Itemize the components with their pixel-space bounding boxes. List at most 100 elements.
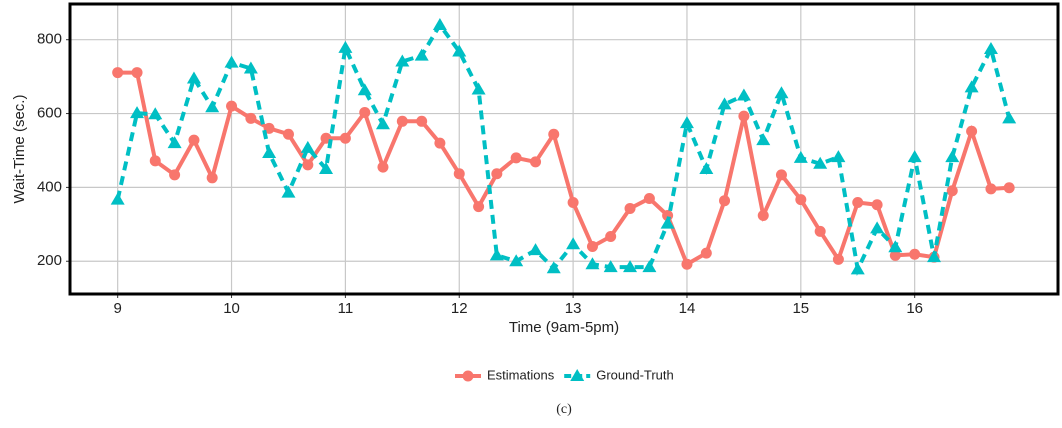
marker	[586, 240, 598, 252]
marker	[757, 209, 769, 221]
marker	[717, 97, 732, 110]
marker	[660, 216, 675, 229]
marker	[681, 258, 693, 270]
marker	[889, 249, 901, 261]
marker	[567, 197, 579, 209]
marker	[224, 55, 239, 68]
marker	[375, 117, 390, 130]
marker	[1002, 111, 1017, 124]
marker	[570, 369, 585, 381]
marker	[509, 254, 524, 267]
marker	[719, 195, 731, 207]
marker	[148, 107, 163, 120]
marker	[642, 260, 657, 273]
marker	[206, 172, 218, 184]
marker	[643, 192, 655, 204]
marker	[302, 159, 314, 171]
marker	[699, 161, 714, 174]
marker	[756, 133, 771, 146]
marker	[205, 100, 220, 113]
marker	[243, 61, 258, 74]
marker	[946, 185, 958, 197]
marker	[491, 168, 503, 180]
marker	[282, 128, 294, 140]
y-axis-label: Wait-Time (sec.)	[11, 95, 28, 204]
marker	[130, 106, 145, 119]
marker	[624, 202, 636, 214]
marker	[416, 115, 428, 127]
marker	[188, 134, 200, 146]
marker	[832, 253, 844, 265]
y-tick-label: 400	[37, 178, 62, 195]
marker	[795, 194, 807, 206]
marker	[167, 136, 182, 149]
marker	[462, 370, 474, 382]
marker	[432, 17, 447, 30]
marker	[813, 156, 828, 169]
x-tick-label: 10	[223, 300, 240, 317]
marker	[169, 169, 181, 181]
marker	[1003, 182, 1015, 194]
x-tick-label: 15	[792, 300, 809, 317]
marker	[852, 197, 864, 209]
marker	[814, 225, 826, 237]
marker	[226, 100, 238, 112]
y-tick-label: 600	[37, 105, 62, 122]
x-tick-label: 12	[451, 300, 468, 317]
marker	[966, 125, 978, 137]
marker	[585, 257, 600, 270]
marker	[736, 88, 751, 101]
x-tick-label: 11	[338, 300, 354, 317]
marker	[605, 231, 617, 243]
plot-border	[68, 2, 1060, 296]
marker	[510, 152, 522, 164]
x-tick-label: 13	[565, 300, 582, 317]
marker	[300, 140, 315, 153]
marker	[793, 150, 808, 163]
marker	[359, 106, 371, 118]
marker	[870, 221, 885, 234]
marker	[700, 247, 712, 259]
marker	[338, 40, 353, 53]
marker	[434, 137, 446, 149]
marker	[679, 116, 694, 129]
marker	[909, 248, 921, 260]
marker	[927, 250, 942, 263]
marker	[871, 199, 883, 211]
marker	[774, 86, 789, 99]
marker	[775, 169, 787, 181]
marker	[473, 201, 485, 213]
marker	[110, 192, 125, 205]
x-tick-label: 14	[679, 300, 696, 317]
y-tick-label: 800	[37, 31, 62, 48]
marker	[357, 83, 372, 96]
marker	[945, 150, 960, 163]
marker	[262, 146, 277, 159]
legend: Estimations Ground-Truth	[455, 367, 674, 382]
marker	[850, 262, 865, 275]
marker	[964, 80, 979, 93]
legend-label: Estimations	[487, 367, 555, 382]
marker	[245, 112, 257, 124]
x-axis-label: Time (9am-5pm)	[509, 319, 619, 336]
marker	[489, 248, 504, 261]
legend-label: Ground-Truth	[596, 367, 674, 382]
marker	[566, 237, 581, 250]
marker	[452, 44, 467, 57]
marker	[377, 161, 389, 173]
marker	[603, 260, 618, 273]
marker	[453, 168, 465, 180]
marker	[186, 71, 201, 84]
caption: (c)	[556, 402, 572, 417]
marker	[831, 150, 846, 163]
marker	[339, 132, 351, 144]
marker	[546, 261, 561, 274]
marker	[396, 115, 408, 127]
marker	[530, 156, 542, 168]
series-line	[115, 21, 1012, 276]
marker	[112, 67, 124, 79]
marker	[907, 150, 922, 163]
y-tick-label: 200	[37, 252, 62, 269]
marker	[528, 243, 543, 256]
